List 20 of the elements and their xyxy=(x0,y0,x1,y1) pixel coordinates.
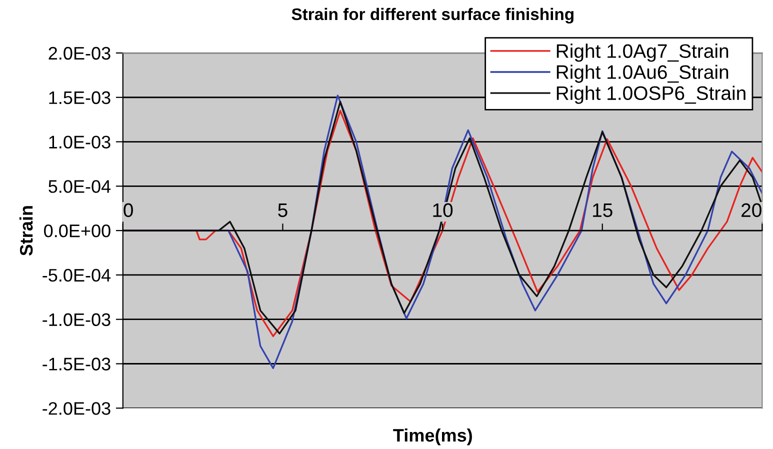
x-tick-label: 10 xyxy=(433,203,453,218)
y-tick-label: -1.5E-03 xyxy=(42,358,110,370)
x-tick-label: 0 xyxy=(124,203,133,218)
legend-label: Right 1.0Ag7_Strain xyxy=(556,44,728,62)
y-tick-label: -2.0E-03 xyxy=(42,402,110,415)
x-tick-label: 5 xyxy=(278,204,288,218)
y-tick-label: -1.0E-03 xyxy=(42,313,110,326)
legend-label: Right 1.0OSP6_Strain xyxy=(556,86,746,104)
y-tick-label: -5.0E-04 xyxy=(42,268,111,282)
y-tick-label: 5.0E-04 xyxy=(48,180,111,193)
x-tick-label: 15 xyxy=(593,204,612,218)
y-axis-title: Strain xyxy=(19,206,33,256)
y-tick-label: 1.5E-03 xyxy=(49,91,110,104)
x-tick-label: 20 xyxy=(742,203,762,218)
x-axis-title: Time(ms) xyxy=(393,428,472,446)
y-tick-label: 2.0E-03 xyxy=(48,46,110,60)
y-tick-label: 1.0E-03 xyxy=(49,136,110,148)
legend-label: Right 1.0Au6_Strain xyxy=(556,64,728,83)
y-tick-label: 0.0E+00 xyxy=(44,224,110,238)
chart-title: Strain for different surface finishing xyxy=(292,8,574,24)
